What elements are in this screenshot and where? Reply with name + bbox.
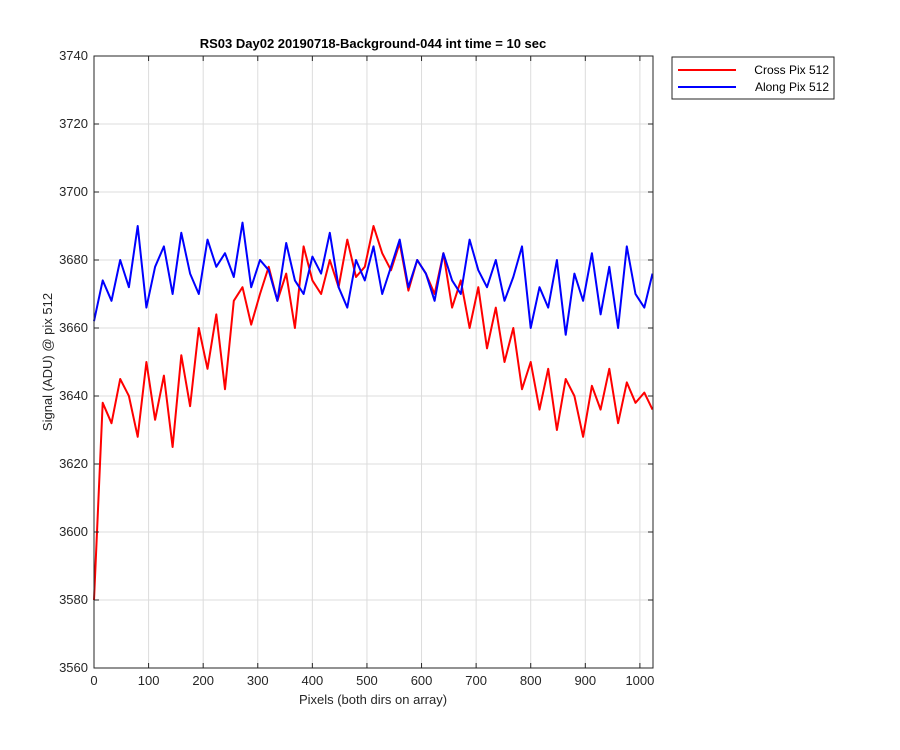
- x-tick-label: 700: [465, 673, 487, 688]
- series-line-along-pix-512: [93, 221, 654, 336]
- plot-frame: [93, 55, 654, 669]
- y-tick-label: 3580: [59, 592, 88, 607]
- tick-labels: 0 100 200 300 400 500 600 700 800 900 1000 3560 3580…: [59, 48, 654, 688]
- legend-box: [671, 56, 835, 100]
- x-tick-label: 500: [356, 673, 378, 688]
- x-axis-title: Pixels (both dirs on array): [299, 692, 447, 707]
- y-tick-label: 3700: [59, 184, 88, 199]
- y-tick-label: 3560: [59, 660, 88, 675]
- x-tick-label: 100: [138, 673, 160, 688]
- x-tick-label: 900: [574, 673, 596, 688]
- y-tick-label: 3620: [59, 456, 88, 471]
- x-tick-label: 800: [520, 673, 542, 688]
- y-tick-label: 3640: [59, 388, 88, 403]
- y-tick-label: 3680: [59, 252, 88, 267]
- x-tick-label: 200: [192, 673, 214, 688]
- y-tick-label: 3660: [59, 320, 88, 335]
- x-tick-label: 0: [90, 673, 97, 688]
- x-tick-label: 600: [411, 673, 433, 688]
- x-tick-label: 1000: [625, 673, 654, 688]
- series-line-cross-pix-512: [93, 225, 654, 601]
- plot-area: [94, 56, 653, 668]
- legend-label-cross: Cross Pix 512: [754, 63, 829, 77]
- legend: Cross Pix 512 Along Pix 512: [671, 56, 835, 100]
- y-axis-title: Signal (ADU) @ pix 512: [40, 293, 55, 431]
- x-tick-label: 400: [302, 673, 324, 688]
- legend-label-along: Along Pix 512: [755, 80, 829, 94]
- y-tick-label: 3740: [59, 48, 88, 63]
- y-tick-label: 3600: [59, 524, 88, 539]
- x-tick-label: 300: [247, 673, 269, 688]
- chart-title: RS03 Day02 20190718-Background-044 int t…: [200, 36, 547, 51]
- series-layer: [93, 221, 654, 601]
- y-tick-label: 3720: [59, 116, 88, 131]
